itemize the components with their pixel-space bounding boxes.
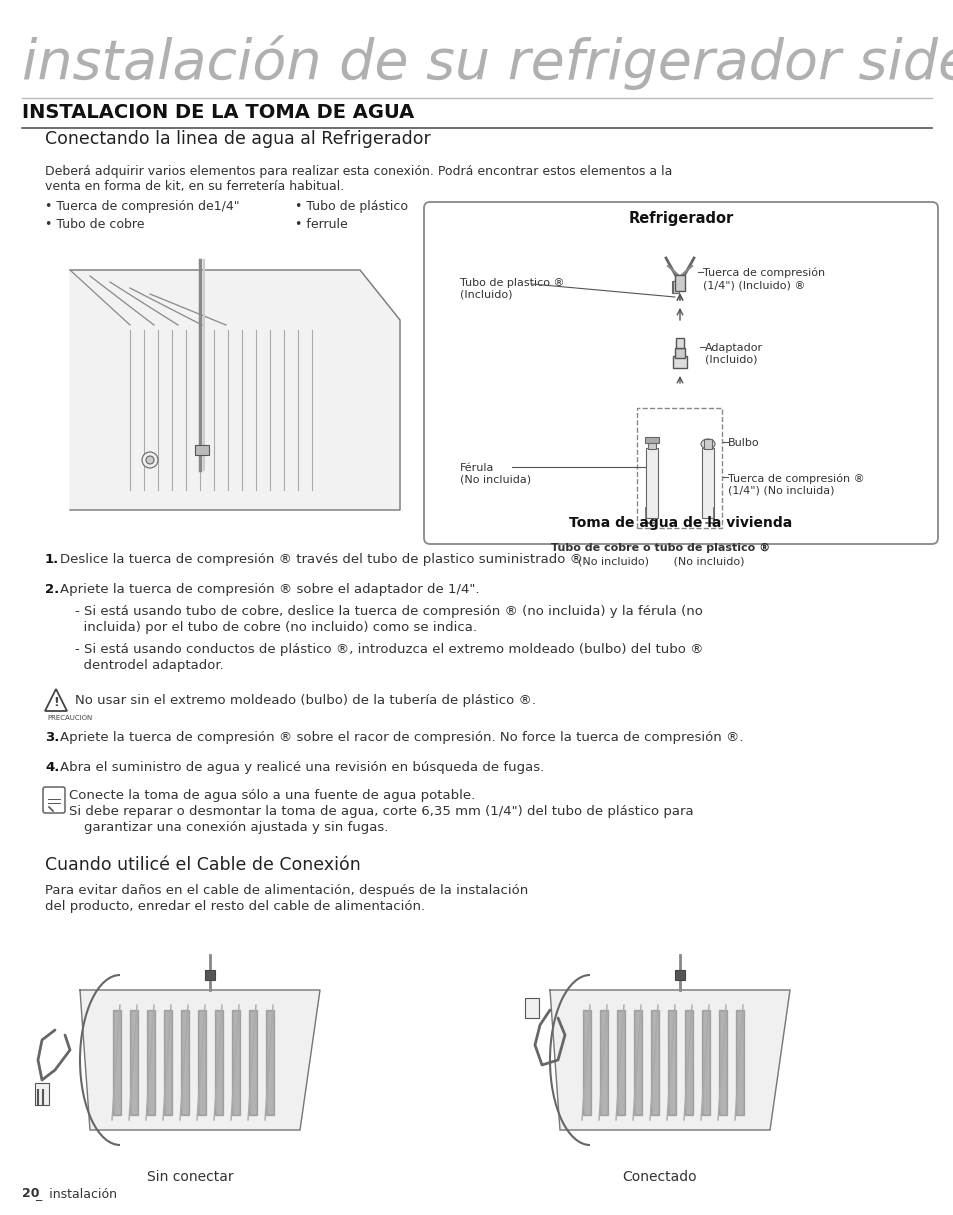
Text: Tubo de cobre o tubo de plastico ®: Tubo de cobre o tubo de plastico ®: [551, 543, 770, 553]
Text: PRECAUCIÓN: PRECAUCIÓN: [47, 714, 92, 722]
FancyBboxPatch shape: [43, 787, 65, 813]
Polygon shape: [249, 1010, 256, 1115]
Text: • Tubo de cobre: • Tubo de cobre: [45, 217, 144, 231]
Text: 4.: 4.: [45, 761, 59, 774]
Polygon shape: [634, 1010, 641, 1115]
Ellipse shape: [700, 439, 714, 450]
Text: garantizar una conexión ajustada y sin fugas.: garantizar una conexión ajustada y sin f…: [84, 821, 388, 833]
Polygon shape: [266, 1010, 274, 1115]
Polygon shape: [550, 990, 789, 1130]
Circle shape: [142, 452, 158, 468]
Text: venta en forma de kit, en su ferretería habitual.: venta en forma de kit, en su ferretería …: [45, 180, 344, 193]
Text: Para evitar daños en el cable de alimentación, después de la instalación: Para evitar daños en el cable de aliment…: [45, 885, 528, 897]
Text: Adaptador
(Incluido): Adaptador (Incluido): [704, 343, 762, 364]
Bar: [35, 1083, 49, 1104]
Text: Refrigerador: Refrigerador: [628, 211, 733, 226]
FancyBboxPatch shape: [423, 202, 937, 544]
Text: No usar sin el extremo moldeado (bulbo) de la tubería de plástico ®.: No usar sin el extremo moldeado (bulbo) …: [75, 694, 536, 707]
Polygon shape: [80, 990, 319, 1130]
Text: (No incluido)       (No incluido): (No incluido) (No incluido): [578, 556, 743, 567]
Polygon shape: [667, 1010, 676, 1115]
Bar: [647, 439, 656, 450]
Text: Bulbo: Bulbo: [727, 437, 759, 448]
Text: • Tuerca de compresión de1/4": • Tuerca de compresión de1/4": [45, 200, 239, 213]
Text: - Si está usando conductos de plástico ®, introduzca el extremo moldeado (bulbo): - Si está usando conductos de plástico ®…: [75, 643, 702, 656]
Bar: [672, 281, 678, 293]
Bar: [194, 445, 209, 454]
Polygon shape: [164, 1010, 172, 1115]
Text: Sin conectar: Sin conectar: [147, 1170, 233, 1183]
Text: Conectando la linea de agua al Refrigerador: Conectando la linea de agua al Refrigera…: [45, 130, 431, 148]
Polygon shape: [70, 270, 399, 510]
Text: Apriete la tuerca de compresión ® sobre el racor de compresión. No force la tuer: Apriete la tuerca de compresión ® sobre …: [60, 731, 742, 744]
Text: Férula
(No incluida): Férula (No incluida): [459, 463, 531, 485]
Text: 1.: 1.: [45, 553, 59, 566]
Text: Si debe reparar o desmontar la toma de agua, corte 6,35 mm (1/4") del tubo de pl: Si debe reparar o desmontar la toma de a…: [69, 806, 693, 818]
Polygon shape: [130, 1010, 138, 1115]
Text: _  instalación: _ instalación: [35, 1187, 117, 1200]
Text: Tubo de plastico ®
(Incluido): Tubo de plastico ® (Incluido): [459, 278, 564, 300]
Bar: [637, 408, 721, 529]
Polygon shape: [147, 1010, 154, 1115]
Text: Conecte la toma de agua sólo a una fuente de agua potable.: Conecte la toma de agua sólo a una fuent…: [69, 789, 475, 802]
Text: Apriete la tuerca de compresión ® sobre el adaptador de 1/4".: Apriete la tuerca de compresión ® sobre …: [60, 583, 479, 597]
Bar: [644, 437, 659, 443]
Text: Cuando utilicé el Cable de Conexión: Cuando utilicé el Cable de Conexión: [45, 857, 360, 874]
Polygon shape: [198, 1010, 206, 1115]
Bar: [645, 448, 658, 518]
Polygon shape: [582, 1010, 590, 1115]
Polygon shape: [181, 1010, 189, 1115]
Text: Tuerca de compresión
(1/4") (Incluido) ®: Tuerca de compresión (1/4") (Incluido) ®: [702, 269, 824, 290]
Text: • ferrule: • ferrule: [294, 217, 348, 231]
Text: INSTALACION DE LA TOMA DE AGUA: INSTALACION DE LA TOMA DE AGUA: [22, 103, 414, 122]
Bar: [675, 275, 684, 292]
Circle shape: [146, 456, 153, 464]
Text: del producto, enredar el resto del cable de alimentación.: del producto, enredar el resto del cable…: [45, 900, 425, 912]
Text: Toma de agua de la vivienda: Toma de agua de la vivienda: [569, 516, 792, 530]
Bar: [672, 356, 686, 368]
Bar: [703, 439, 711, 450]
Bar: [676, 338, 683, 347]
Bar: [675, 970, 684, 981]
Polygon shape: [719, 1010, 726, 1115]
Polygon shape: [617, 1010, 624, 1115]
Text: dentrodel adaptador.: dentrodel adaptador.: [75, 659, 224, 672]
Text: 3.: 3.: [45, 731, 59, 744]
Bar: [675, 347, 684, 358]
Text: Deslice la tuerca de compresión ® través del tubo de plastico suministrado ®.: Deslice la tuerca de compresión ® través…: [60, 553, 586, 566]
Text: Tuerca de compresión ®
(1/4") (No incluida): Tuerca de compresión ® (1/4") (No inclui…: [727, 473, 863, 495]
Text: 2.: 2.: [45, 583, 59, 597]
Polygon shape: [701, 1010, 709, 1115]
Text: Deberá adquirir varios elementos para realizar esta conexión. Podrá encontrar es: Deberá adquirir varios elementos para re…: [45, 165, 672, 179]
Bar: [701, 448, 713, 518]
Polygon shape: [650, 1010, 659, 1115]
Text: Abra el suministro de agua y realicé una revisión en búsqueda de fugas.: Abra el suministro de agua y realicé una…: [60, 761, 543, 774]
Text: Conectado: Conectado: [622, 1170, 697, 1183]
Polygon shape: [112, 1010, 121, 1115]
Polygon shape: [214, 1010, 223, 1115]
Polygon shape: [232, 1010, 240, 1115]
Text: incluida) por el tubo de cobre (no incluido) como se indica.: incluida) por el tubo de cobre (no inclu…: [75, 621, 476, 634]
Text: 20: 20: [22, 1187, 39, 1200]
Polygon shape: [684, 1010, 692, 1115]
Polygon shape: [599, 1010, 607, 1115]
Text: - Si está usando tubo de cobre, deslice la tuerca de compresión ® (no incluida) : - Si está usando tubo de cobre, deslice …: [75, 605, 702, 618]
Bar: [205, 970, 214, 981]
Bar: [524, 998, 538, 1018]
Bar: [673, 281, 679, 293]
Polygon shape: [735, 1010, 743, 1115]
Text: • Tubo de plástico: • Tubo de plástico: [294, 200, 408, 213]
Text: instalación de su refrigerador side-by-side: instalación de su refrigerador side-by-s…: [22, 35, 953, 90]
Text: !: !: [53, 696, 59, 710]
